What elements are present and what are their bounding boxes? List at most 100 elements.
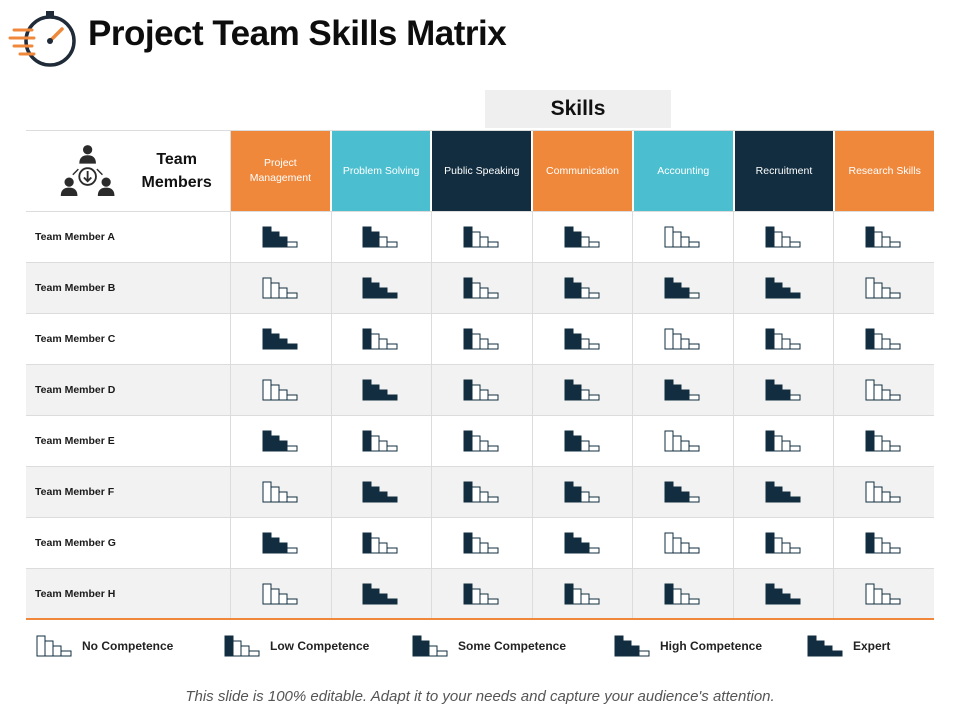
competence-cell <box>834 569 934 619</box>
level-bar-4-empty <box>789 241 801 248</box>
level-bar-1-empty <box>664 532 674 554</box>
skill-header: Project Management <box>231 131 332 211</box>
level-bar-2-empty <box>471 333 481 350</box>
level-bar-4-empty <box>286 547 298 554</box>
competence-bars-icon <box>362 430 398 452</box>
level-bar-1-filled <box>664 481 674 503</box>
level-bar-4-empty <box>248 650 260 657</box>
level-bar-2-empty <box>471 384 481 401</box>
level-bar-3-empty <box>378 236 388 248</box>
competence-bars-icon <box>362 226 398 248</box>
level-bar-2-filled <box>572 282 582 299</box>
legend: No Competence Low Competence Some Competen… <box>36 632 936 660</box>
competence-bars-icon <box>463 379 499 401</box>
level-bar-1-filled <box>664 277 674 299</box>
skill-header: Accounting <box>633 131 735 211</box>
competence-bars-icon <box>463 328 499 350</box>
level-bar-4-filled <box>789 598 801 605</box>
level-bar-1-empty <box>664 226 674 248</box>
level-bar-2-filled <box>815 640 825 657</box>
competence-bars-icon <box>564 328 600 350</box>
level-bar-3-empty <box>881 491 891 503</box>
competence-bars-icon <box>765 583 801 605</box>
level-bar-4-empty <box>688 445 700 452</box>
level-bar-1-filled <box>765 277 775 299</box>
level-bar-1-filled <box>564 532 574 554</box>
competence-cell <box>834 365 934 415</box>
level-bar-3-filled <box>630 645 640 657</box>
level-bar-2-filled <box>370 231 380 248</box>
competence-bars-icon <box>765 430 801 452</box>
competence-bars-icon <box>262 532 298 554</box>
level-bar-3-empty <box>479 440 489 452</box>
level-bar-2-empty <box>672 231 682 248</box>
footer-note: This slide is 100% editable. Adapt it to… <box>185 688 775 705</box>
competence-bars-icon <box>664 583 700 605</box>
level-bar-3-empty <box>479 338 489 350</box>
level-bar-1-empty <box>262 481 272 503</box>
skill-header: Research Skills <box>835 131 935 211</box>
level-bar-1-filled <box>865 226 875 248</box>
level-bar-1-empty <box>262 277 272 299</box>
competence-bars-icon <box>463 226 499 248</box>
competence-bars-icon <box>362 583 398 605</box>
competence-cell <box>734 365 835 415</box>
competence-bars-icon <box>664 226 700 248</box>
competence-bars-icon <box>664 481 700 503</box>
level-bar-3-filled <box>278 236 288 248</box>
level-bar-1-filled <box>807 635 817 657</box>
level-bar-2-empty <box>471 231 481 248</box>
level-bar-4-empty <box>688 394 700 401</box>
member-name: Team Member G <box>26 518 231 568</box>
level-bar-1-empty <box>262 583 272 605</box>
level-bar-1-filled <box>262 328 272 350</box>
level-bar-2-empty <box>672 435 682 452</box>
skill-header: Public Speaking <box>432 131 534 211</box>
level-bar-2-filled <box>572 333 582 350</box>
level-bar-2-empty <box>471 537 481 554</box>
level-bar-2-empty <box>873 486 883 503</box>
level-bar-3-empty <box>881 440 891 452</box>
level-bar-2-filled <box>572 537 582 554</box>
level-bar-3-filled <box>378 593 388 605</box>
level-bar-4-empty <box>688 241 700 248</box>
skills-matrix: Team Members Project Management Problem S… <box>26 130 935 620</box>
level-bar-4-empty <box>889 394 901 401</box>
competence-bars-icon <box>765 328 801 350</box>
level-bar-3-empty <box>378 542 388 554</box>
level-bar-3-empty <box>52 645 62 657</box>
member-name: Team Member A <box>26 212 231 262</box>
competence-cell <box>533 569 634 619</box>
level-bar-2-filled <box>672 486 682 503</box>
competence-cell <box>231 518 332 568</box>
level-bar-4-empty <box>688 598 700 605</box>
competence-bars-icon <box>362 379 398 401</box>
legend-item: Low Competence <box>224 632 369 660</box>
level-bar-1-empty <box>865 481 875 503</box>
competence-bars-icon <box>865 379 901 401</box>
competence-bars-icon <box>463 430 499 452</box>
level-bar-4-filled <box>789 496 801 503</box>
level-bar-4-filled <box>386 292 398 299</box>
competence-bars-icon <box>765 532 801 554</box>
level-bar-4-empty <box>386 547 398 554</box>
competence-bars-icon <box>564 226 600 248</box>
level-bar-3-empty <box>278 593 288 605</box>
competence-bars-icon <box>262 226 298 248</box>
competence-cell <box>834 416 934 466</box>
level-bar-1-filled <box>224 635 234 657</box>
competence-bars-icon <box>865 328 901 350</box>
competence-bars-icon <box>765 226 801 248</box>
competence-cell <box>533 314 634 364</box>
level-bar-4-empty <box>487 343 499 350</box>
level-bar-1-filled <box>463 277 473 299</box>
level-bar-3-filled <box>278 542 288 554</box>
competence-bars-icon <box>865 277 901 299</box>
level-bar-4-empty <box>487 496 499 503</box>
level-bar-2-filled <box>420 640 430 657</box>
level-bar-1-empty <box>664 328 674 350</box>
level-bar-2-filled <box>370 282 380 299</box>
level-bar-2-filled <box>572 486 582 503</box>
competence-bars-icon <box>564 583 600 605</box>
competence-cell <box>332 314 433 364</box>
